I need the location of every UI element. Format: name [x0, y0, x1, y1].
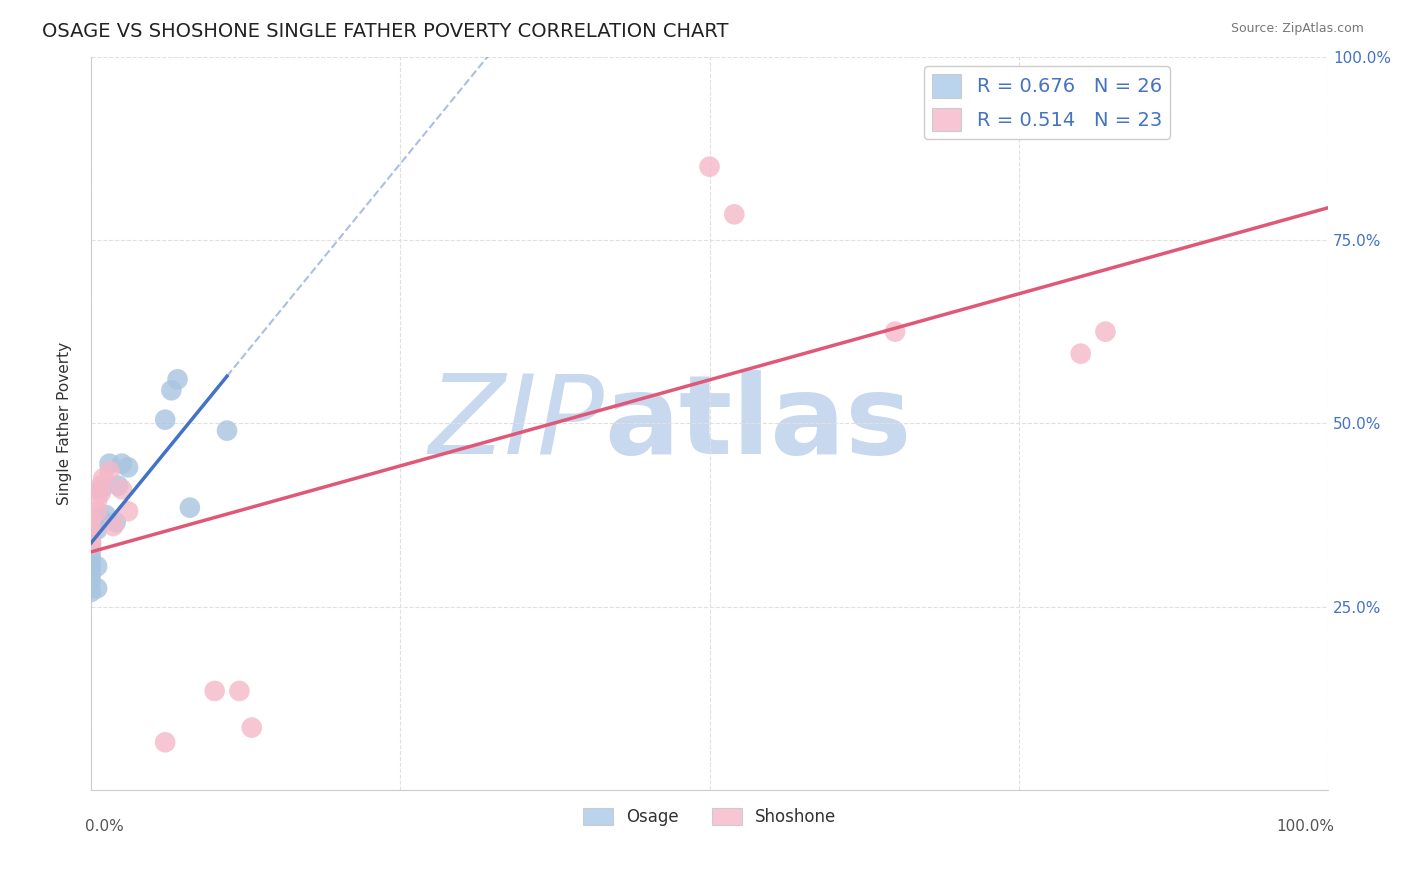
Point: [94, 508, 117, 522]
Point: [80, 537, 103, 551]
Point: [90, 486, 112, 500]
Point: [98, 457, 121, 471]
Point: [80, 519, 103, 533]
Point: [86, 493, 108, 508]
Text: 100.0%: 100.0%: [1277, 819, 1334, 834]
Point: [80, 523, 103, 537]
Point: [80, 530, 103, 544]
Point: [204, 684, 226, 698]
Point: [80, 559, 103, 574]
Point: [179, 500, 201, 515]
Point: [86, 504, 108, 518]
Point: [80, 526, 103, 541]
Point: [80, 511, 103, 525]
Point: [166, 372, 188, 386]
Point: [1070, 346, 1092, 360]
Point: [86, 516, 108, 530]
Point: [117, 460, 139, 475]
Point: [228, 684, 250, 698]
Point: [215, 424, 238, 438]
Point: [80, 544, 103, 558]
Point: [86, 559, 108, 574]
Point: [90, 483, 112, 497]
Point: [80, 574, 103, 588]
Point: [80, 537, 103, 551]
Point: [153, 412, 176, 426]
Point: [117, 504, 139, 518]
Point: [240, 721, 263, 735]
Point: [699, 160, 721, 174]
Text: Source: ZipAtlas.com: Source: ZipAtlas.com: [1230, 22, 1364, 36]
Point: [90, 511, 112, 525]
Point: [723, 207, 745, 221]
Point: [80, 552, 103, 566]
Text: 0.0%: 0.0%: [84, 819, 124, 834]
Point: [104, 516, 127, 530]
Point: [153, 735, 176, 749]
Point: [91, 471, 114, 485]
Point: [86, 523, 108, 537]
Text: atlas: atlas: [605, 370, 911, 477]
Point: [111, 457, 134, 471]
Point: [98, 464, 121, 478]
Point: [884, 325, 907, 339]
Point: [80, 533, 103, 548]
Y-axis label: Single Father Poverty: Single Father Poverty: [58, 342, 72, 505]
Point: [111, 483, 134, 497]
Point: [86, 582, 108, 596]
Legend: Osage, Shoshone: Osage, Shoshone: [576, 801, 844, 833]
Point: [80, 566, 103, 581]
Point: [1094, 325, 1116, 339]
Point: [107, 478, 129, 492]
Point: [103, 519, 125, 533]
Text: ZIP: ZIP: [429, 370, 605, 477]
Point: [80, 585, 103, 599]
Point: [160, 384, 183, 398]
Point: [90, 478, 112, 492]
Text: OSAGE VS SHOSHONE SINGLE FATHER POVERTY CORRELATION CHART: OSAGE VS SHOSHONE SINGLE FATHER POVERTY …: [42, 22, 728, 41]
